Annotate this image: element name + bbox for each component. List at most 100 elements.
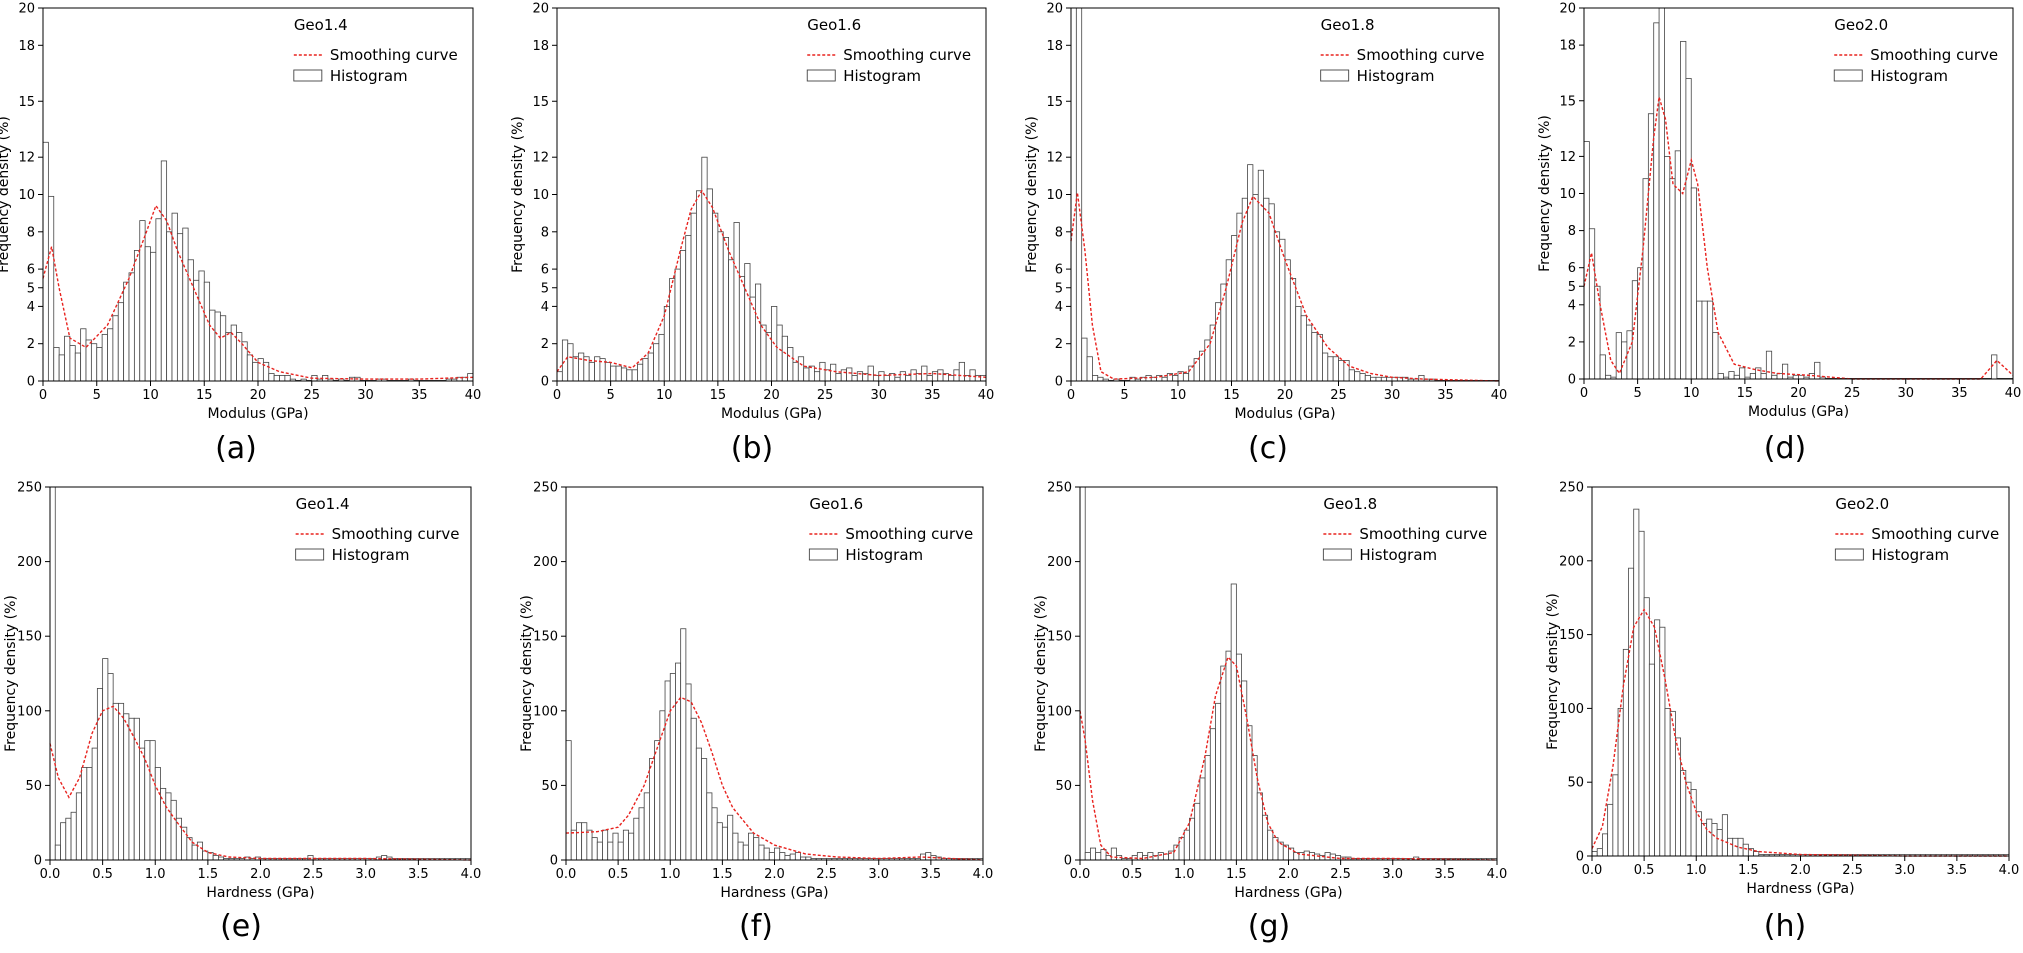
histogram-bar: [1664, 155, 1671, 380]
y-tick-label: 10: [1559, 187, 1576, 202]
histogram-bar: [1256, 792, 1263, 861]
histogram-bar: [679, 250, 687, 382]
histogram-bar: [570, 829, 577, 861]
histogram-bar: [1252, 194, 1259, 382]
legend-entry-histogram: Histogram: [1357, 67, 1435, 85]
subplot-caption: (c): [1248, 431, 1288, 466]
histogram-bar: [1739, 367, 1746, 380]
histogram-bar: [1749, 373, 1756, 380]
histogram-bar: [779, 852, 786, 861]
x-tick-label: 0.0: [1582, 863, 1603, 878]
histogram-bar: [1097, 376, 1104, 382]
histogram-bar: [1701, 300, 1708, 380]
legend-histogram-swatch: [295, 548, 325, 561]
y-tick-label: 2: [1568, 335, 1576, 350]
histogram-bar: [1327, 356, 1334, 382]
smoothing-curve: [556, 189, 987, 378]
histogram-bar: [1647, 113, 1655, 380]
y-tick-label: 5: [27, 281, 35, 296]
histogram-bar: [107, 673, 114, 861]
histogram-bar: [1776, 373, 1783, 380]
histogram-bar: [819, 361, 826, 382]
histogram-bar: [830, 363, 837, 382]
histogram-bar: [1183, 829, 1190, 861]
histogram-bar: [1782, 363, 1789, 380]
x-tick-label: 25: [1330, 388, 1347, 403]
y-tick-label: 50: [541, 779, 558, 794]
x-axis-label: Modulus (GPa): [1234, 406, 1335, 422]
x-tick-label: 15: [1737, 386, 1754, 401]
x-tick-label: 0: [1580, 386, 1588, 401]
y-tick-label: 250: [1047, 481, 1072, 496]
histogram-bar: [1267, 829, 1274, 861]
histogram-bar: [586, 829, 593, 861]
histogram-bar: [738, 276, 746, 382]
legend-entry-histogram: Histogram: [843, 67, 921, 85]
histogram-bar: [1288, 847, 1295, 861]
y-tick-label: 5: [1568, 280, 1576, 295]
y-tick-label: 200: [533, 555, 558, 570]
x-tick-label: 35: [924, 388, 941, 403]
histogram-bar: [107, 328, 114, 382]
histogram-bar: [49, 486, 56, 861]
legend: Geo1.4 Smoothing curve Histogram: [295, 495, 460, 564]
x-tick-label: 1.0: [1174, 867, 1195, 882]
histogram-bar: [1690, 187, 1698, 380]
histogram-bar: [198, 270, 205, 382]
x-tick-label: 0.0: [556, 867, 577, 882]
subplot-caption: (h): [1764, 909, 1806, 944]
x-tick-label: 20: [250, 388, 267, 403]
histogram-bar: [663, 305, 671, 382]
x-tick-label: 20: [1790, 386, 1807, 401]
y-tick-label: 250: [1559, 481, 1584, 496]
histogram-bar: [1680, 40, 1687, 380]
x-tick-label: 2.0: [1790, 863, 1811, 878]
histogram-bar: [1706, 818, 1713, 857]
y-tick-label: 150: [533, 630, 558, 645]
histogram-bar: [1157, 852, 1164, 861]
histogram-bar: [894, 376, 901, 382]
histogram-bar: [165, 792, 172, 861]
legend-entry-smoothing-curve: Smoothing curve: [843, 46, 971, 64]
histogram-bar: [1199, 350, 1206, 382]
histogram-bar: [86, 767, 93, 861]
y-tick-label: 8: [27, 225, 35, 240]
histogram-bar: [604, 361, 612, 382]
histogram-bar: [1314, 853, 1321, 861]
histogram-bar: [576, 822, 583, 861]
histogram-bar: [1588, 228, 1596, 380]
y-tick-label: 50: [1567, 776, 1584, 791]
histogram-bar: [1760, 373, 1767, 380]
y-tick-label: 0: [27, 375, 35, 390]
x-tick-label: 25: [1844, 386, 1861, 401]
y-tick-label: 20: [1046, 2, 1063, 17]
histogram-bar: [54, 844, 61, 861]
x-tick-label: 15: [1223, 388, 1240, 403]
legend: Geo2.0 Smoothing curve Histogram: [1834, 495, 1999, 564]
histogram-bar: [65, 817, 72, 861]
histogram-bar: [706, 188, 713, 382]
histogram-bar: [732, 832, 739, 861]
x-tick-label: 0.5: [92, 867, 113, 882]
subplot-caption: (a): [215, 431, 257, 466]
histogram-bar: [1348, 369, 1355, 382]
x-tick-label: 30: [1897, 386, 1914, 401]
histogram-bar: [74, 352, 82, 382]
x-tick-label: 4.0: [461, 867, 482, 882]
histogram-bar: [1798, 374, 1805, 380]
x-tick-label: 25: [817, 388, 834, 403]
histogram-bar: [1643, 597, 1650, 857]
smoothing-curve: [1070, 192, 1500, 382]
histogram-bar: [733, 222, 740, 382]
legend-entry-histogram: Histogram: [1359, 546, 1437, 564]
histogram-bar: [1727, 837, 1734, 857]
histogram-bar: [1680, 769, 1687, 857]
histogram-bar: [1284, 259, 1291, 382]
subplot-caption: (f): [739, 909, 773, 944]
histogram-bar: [784, 855, 791, 861]
histogram-bar: [878, 371, 885, 382]
histogram-bar: [128, 272, 135, 382]
y-axis-label: Frequency density (%): [1545, 593, 1561, 750]
histogram-bar: [905, 374, 912, 382]
histogram-bar: [969, 369, 976, 382]
